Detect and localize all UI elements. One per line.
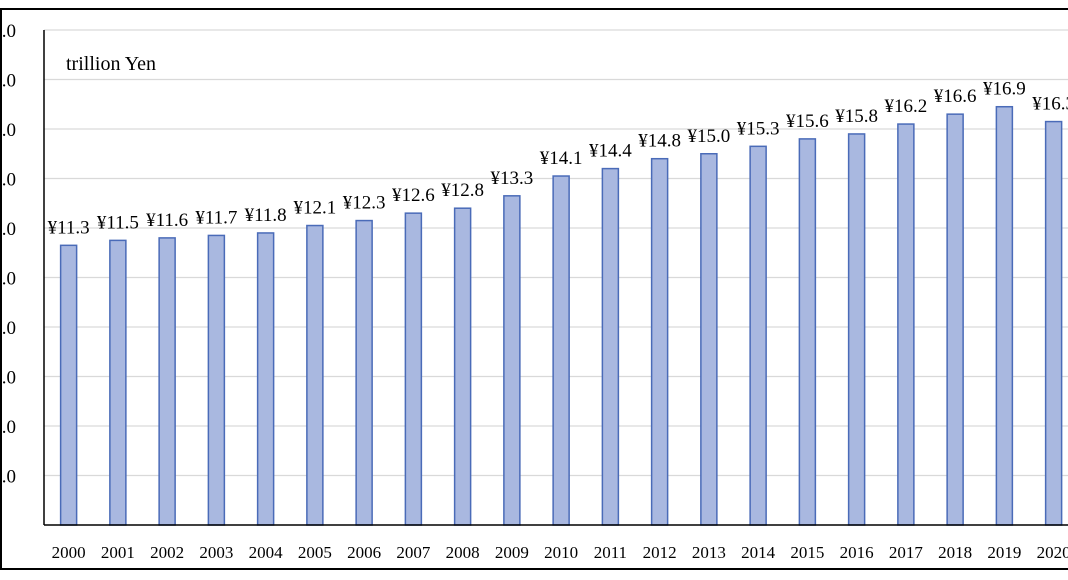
x-tick-label: 2006 [347, 543, 381, 562]
data-labels: ¥11.3 ¥11.5 ¥11.6 ¥11.7 ¥11.8 ¥12.1 ¥12.3 ¥12.6… [48, 79, 1068, 239]
bar [109, 239, 127, 526]
data-label: ¥11.7 [195, 207, 237, 228]
bar [306, 224, 324, 526]
data-label: ¥15.3 [737, 118, 780, 139]
bar [158, 237, 176, 526]
x-tick-label: 2005 [298, 543, 332, 562]
bars [59, 105, 1063, 526]
data-label: ¥14.8 [638, 131, 681, 152]
y-tick-label: .0 [2, 318, 16, 339]
bar [59, 244, 78, 526]
y-tick-label: .0 [2, 71, 16, 92]
data-label: ¥15.0 [688, 126, 731, 147]
bar [798, 138, 817, 526]
x-tick-label: 2002 [150, 543, 184, 562]
bar [749, 145, 767, 526]
bar [453, 207, 472, 526]
y-tick-label: .0 [2, 170, 16, 191]
bar [650, 157, 669, 526]
bar [552, 175, 570, 526]
x-tick-label: 2017 [889, 543, 924, 562]
data-label: ¥12.1 [294, 198, 337, 219]
x-tick-label: 2000 [52, 543, 86, 562]
x-tick-label: 2009 [495, 543, 529, 562]
data-label: ¥12.8 [441, 180, 484, 201]
data-label: ¥16.2 [885, 96, 928, 117]
data-label: ¥14.1 [540, 148, 583, 169]
x-tick-label: 2008 [446, 543, 480, 562]
data-label: ¥15.8 [835, 106, 878, 127]
data-label: ¥12.6 [392, 185, 435, 206]
data-label: ¥11.6 [146, 210, 188, 231]
data-label: ¥16.6 [934, 86, 977, 107]
x-tick-label: 2003 [199, 543, 233, 562]
bar [897, 123, 915, 526]
data-label: ¥14.4 [589, 141, 632, 162]
bar [601, 167, 620, 526]
bar [946, 113, 964, 526]
x-tick-label: 2012 [643, 543, 677, 562]
data-label: ¥12.3 [343, 193, 386, 214]
bar [503, 195, 521, 526]
x-tick-label: 2007 [396, 543, 431, 562]
bar [1044, 120, 1063, 526]
x-tick-label: 2010 [544, 543, 578, 562]
data-label: ¥11.8 [245, 205, 287, 226]
x-tick-label: 2020 [1037, 543, 1068, 562]
x-tick-label: 2019 [987, 543, 1021, 562]
data-label: ¥13.3 [491, 168, 534, 189]
x-tick-label: 2018 [938, 543, 972, 562]
bar [995, 105, 1014, 526]
chart-border [0, 8, 1068, 570]
data-label: ¥11.3 [48, 217, 90, 238]
y-tick-label: .0 [2, 467, 16, 488]
data-label: ¥16.3 [1032, 94, 1068, 115]
x-tick-label: 2013 [692, 543, 726, 562]
y-tick-label: .0 [2, 120, 16, 141]
x-tick-label: 2004 [249, 543, 284, 562]
y-tick-label: .0 [2, 368, 16, 389]
y-tick-label: .0 [2, 417, 16, 438]
data-label: ¥11.5 [97, 212, 139, 233]
data-label: ¥15.6 [786, 111, 829, 132]
x-tick-labels: 2000 2001 2002 2003 2004 2005 2006 2007 2008 2009… [52, 543, 1068, 562]
y-tick-label: .0 [2, 269, 16, 290]
x-tick-label: 2014 [741, 543, 776, 562]
x-tick-label: 2011 [594, 543, 627, 562]
bar [847, 133, 866, 526]
bar [700, 153, 718, 526]
x-tick-label: 2016 [840, 543, 874, 562]
y-tick-label: .0 [2, 21, 16, 42]
bar [256, 232, 275, 526]
bar [404, 212, 423, 526]
y-tick-label: .0 [2, 219, 16, 240]
y-tick-labels: .0 .0 .0 .0 .0 .0 .0 .0 .0 .0 [2, 21, 16, 488]
bar [207, 234, 226, 526]
bar [355, 219, 373, 526]
data-label: ¥16.9 [983, 79, 1026, 100]
unit-label: trillion Yen [66, 53, 156, 75]
x-tick-label: 2015 [790, 543, 824, 562]
x-tick-label: 2001 [101, 543, 135, 562]
